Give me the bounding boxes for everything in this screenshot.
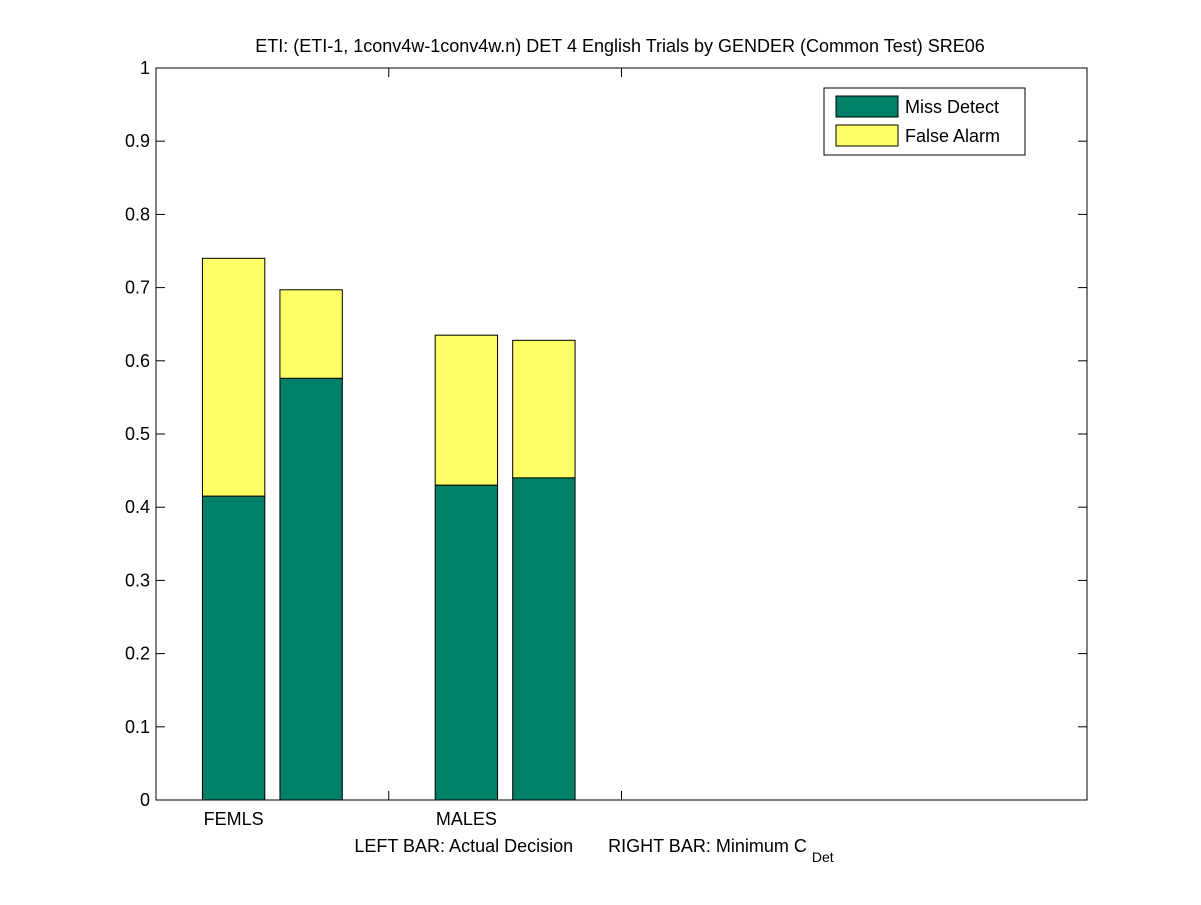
bar-false-alarm-males-actual [434, 334, 499, 486]
bar-miss-detect-males-actual [434, 484, 499, 801]
x-axis-label: LEFT BAR: Actual Decision RIGHT BAR: Min… [354, 836, 833, 865]
legend: Miss Detect False Alarm [823, 87, 1026, 156]
y-tick-label: 0.7 [125, 278, 150, 298]
y-tick-label: 0.2 [125, 644, 150, 664]
bar-false-alarm-femls-actual [201, 257, 266, 497]
bar-false-alarm-femls-minimum [279, 289, 343, 379]
chart-title: ETI: (ETI-1, 1conv4w-1conv4w.n) DET 4 En… [255, 36, 985, 56]
y-tick-label: 0.6 [125, 351, 150, 371]
y-tick-label: 0 [140, 790, 150, 810]
legend-label-miss-detect: Miss Detect [905, 97, 999, 117]
x-label-subscript: Det [812, 849, 834, 865]
legend-swatch-miss-detect [835, 95, 899, 118]
y-tick-label: 1 [140, 58, 150, 78]
x-label-right: RIGHT BAR: Minimum C [608, 836, 807, 856]
y-tick-label: 0.9 [125, 131, 150, 151]
bar-false-alarm-males-minimum [512, 339, 576, 479]
bars-group [201, 257, 576, 801]
y-tick-label: 0.3 [125, 570, 150, 590]
x-category-label: FEMLS [204, 809, 264, 829]
legend-label-false-alarm: False Alarm [905, 126, 1000, 146]
bar-miss-detect-femls-minimum [279, 377, 343, 801]
legend-swatch-false-alarm [835, 124, 899, 147]
y-tick-label: 0.1 [125, 717, 150, 737]
y-tick-label: 0.4 [125, 497, 150, 517]
x-category-label: MALES [436, 809, 497, 829]
y-tick-label: 0.5 [125, 424, 150, 444]
bar-miss-detect-males-minimum [512, 477, 576, 801]
y-tick-label: 0.8 [125, 204, 150, 224]
axes-group: 0 0.1 0.2 0.3 0.4 0.5 0.6 0.7 0.8 0.9 1 FEMLS MALES [125, 58, 1088, 829]
x-label-left: LEFT BAR: Actual Decision [354, 836, 573, 856]
bar-miss-detect-femls-actual [201, 495, 266, 801]
